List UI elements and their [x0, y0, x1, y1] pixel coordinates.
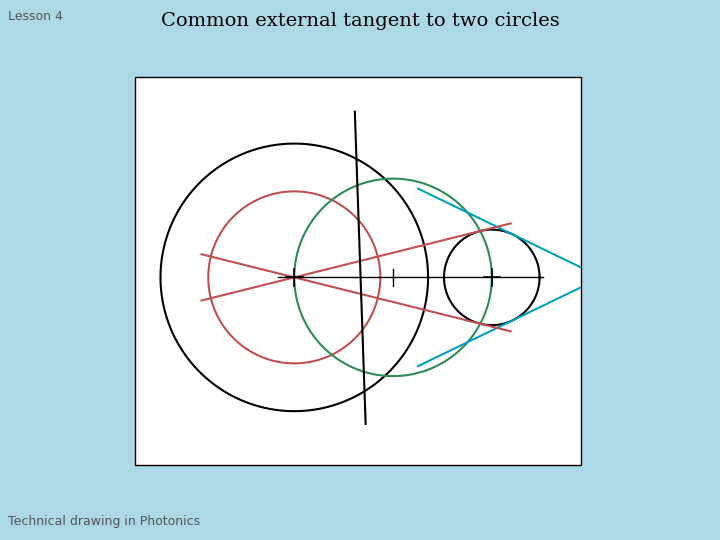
Text: Lesson 4: Lesson 4	[8, 10, 63, 23]
Text: Technical drawing in Photonics: Technical drawing in Photonics	[8, 515, 200, 528]
Bar	[135, 77, 581, 465]
Text: Common external tangent to two circles: Common external tangent to two circles	[161, 12, 559, 30]
